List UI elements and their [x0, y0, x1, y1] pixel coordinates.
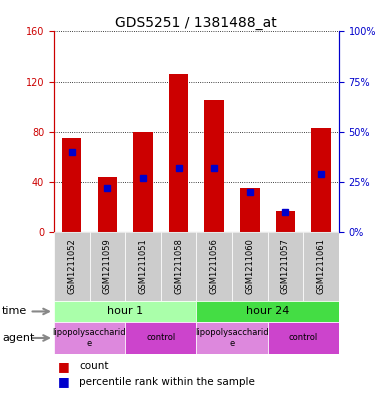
Text: ■: ■	[58, 360, 70, 373]
Bar	[303, 232, 339, 301]
Text: hour 1: hour 1	[107, 307, 143, 316]
Bar	[268, 232, 303, 301]
Text: GSM1211061: GSM1211061	[316, 238, 325, 294]
Bar	[161, 232, 196, 301]
Bar	[240, 188, 259, 232]
Bar	[196, 322, 268, 354]
Bar	[169, 74, 188, 232]
Bar	[311, 128, 331, 232]
Bar	[232, 232, 268, 301]
Bar	[276, 211, 295, 232]
Text: percentile rank within the sample: percentile rank within the sample	[79, 377, 255, 387]
Text: GSM1211058: GSM1211058	[174, 238, 183, 294]
Text: GSM1211057: GSM1211057	[281, 238, 290, 294]
Text: control: control	[289, 334, 318, 342]
Text: GSM1211059: GSM1211059	[103, 239, 112, 294]
Text: lipopolysaccharid
e: lipopolysaccharid e	[53, 328, 126, 348]
Bar	[90, 232, 125, 301]
Title: GDS5251 / 1381488_at: GDS5251 / 1381488_at	[116, 17, 277, 30]
Text: GSM1211060: GSM1211060	[245, 238, 254, 294]
Bar	[204, 100, 224, 232]
Bar	[97, 177, 117, 232]
Bar	[125, 232, 161, 301]
Text: hour 24: hour 24	[246, 307, 289, 316]
Bar	[54, 232, 90, 301]
Bar	[54, 301, 196, 322]
Bar	[196, 232, 232, 301]
Text: GSM1211052: GSM1211052	[67, 239, 76, 294]
Bar	[196, 301, 339, 322]
Text: control: control	[146, 334, 175, 342]
Text: GSM1211056: GSM1211056	[210, 238, 219, 294]
Text: lipopolysaccharid
e: lipopolysaccharid e	[195, 328, 269, 348]
Text: count: count	[79, 361, 109, 371]
Bar	[133, 132, 153, 232]
Text: agent: agent	[2, 333, 34, 343]
Bar	[125, 322, 196, 354]
Bar	[268, 322, 339, 354]
Bar	[54, 322, 125, 354]
Text: ■: ■	[58, 375, 70, 389]
Text: time: time	[2, 307, 27, 316]
Text: GSM1211051: GSM1211051	[139, 239, 147, 294]
Bar	[62, 138, 82, 232]
